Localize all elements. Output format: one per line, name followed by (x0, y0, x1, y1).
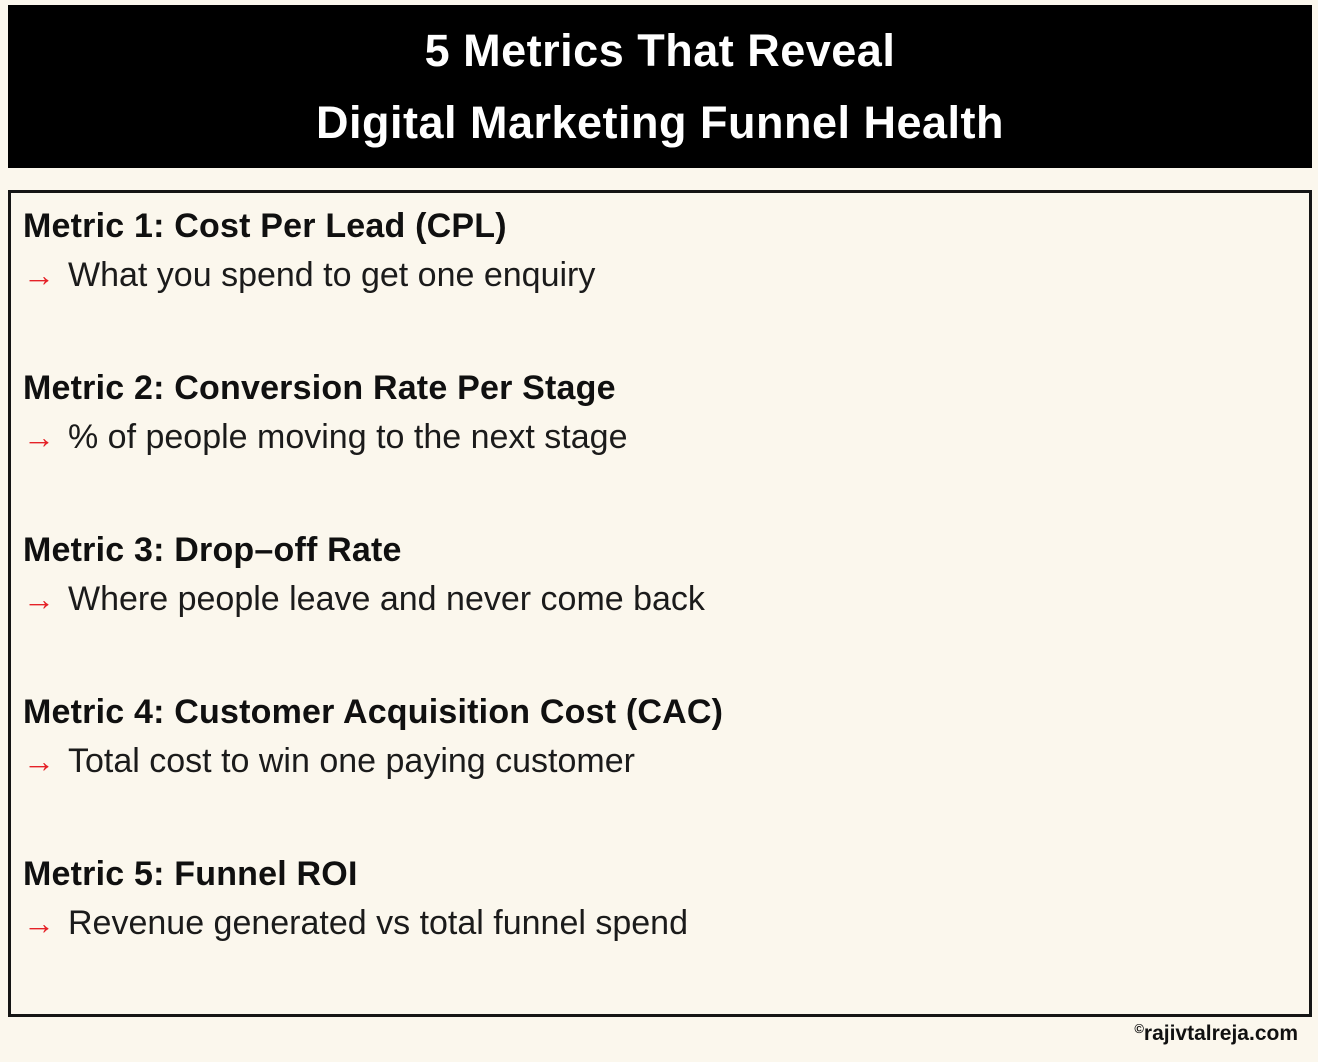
arrow-icon: → (23, 419, 55, 455)
metric-3-description: → Where people leave and never come back (23, 577, 1295, 621)
metric-1-description-text: What you spend to get one enquiry (68, 256, 596, 294)
metric-3-description-text: Where people leave and never come back (68, 580, 705, 618)
metric-4-heading: Metric 4: Customer Acquisition Cost (CAC… (23, 693, 724, 731)
metric-3-heading: Metric 3: Drop–off Rate (23, 531, 402, 569)
arrow-icon: → (23, 905, 55, 941)
metric-5-description-text: Revenue generated vs total funnel spend (68, 904, 689, 942)
copyright-icon: © (1134, 1021, 1144, 1036)
metric-1-description: → What you spend to get one enquiry (23, 253, 1295, 297)
metric-4-description-text: Total cost to win one paying customer (68, 742, 635, 780)
arrow-icon: → (23, 257, 55, 293)
title-line-2: Digital Marketing Funnel Health (315, 96, 1005, 148)
arrow-icon: → (23, 743, 55, 779)
metric-item-2: Metric 2: Conversion Rate Per Stage → % … (23, 361, 1295, 459)
site-name: rajivtalreja.com (1143, 1022, 1298, 1045)
metric-item-5: Metric 5: Funnel ROI → Revenue generated… (23, 847, 1295, 945)
metric-item-4: Metric 4: Customer Acquisition Cost (CAC… (23, 685, 1295, 783)
metric-2-description-text: % of people moving to the next stage (68, 418, 628, 456)
copyright-credit: ©rajivtalreja.com (1134, 1021, 1298, 1046)
metrics-panel: Metric 1: Cost Per Lead (CPL) → What you… (8, 190, 1312, 1017)
metric-item-3: Metric 3: Drop–off Rate → Where people l… (23, 523, 1295, 621)
metric-5-description: → Revenue generated vs total funnel spen… (23, 901, 1295, 945)
metric-2-description: → % of people moving to the next stage (23, 415, 1295, 459)
metric-5-heading: Metric 5: Funnel ROI (23, 855, 358, 893)
metric-1-heading: Metric 1: Cost Per Lead (CPL) (23, 207, 507, 245)
metric-item-1: Metric 1: Cost Per Lead (CPL) → What you… (23, 199, 1295, 297)
arrow-icon: → (23, 581, 55, 617)
metric-4-description: → Total cost to win one paying customer (23, 739, 1295, 783)
header-banner: 5 Metrics That Reveal Digital Marketing … (8, 5, 1312, 168)
title-line-1: 5 Metrics That Reveal (424, 24, 896, 76)
metric-2-heading: Metric 2: Conversion Rate Per Stage (23, 369, 616, 407)
